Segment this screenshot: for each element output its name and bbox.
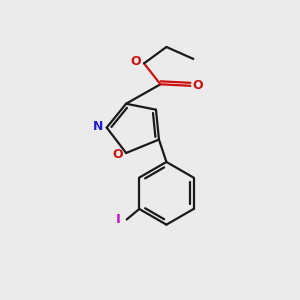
Text: O: O xyxy=(112,148,123,161)
Text: I: I xyxy=(115,213,120,226)
Text: N: N xyxy=(93,120,103,133)
Text: O: O xyxy=(193,79,203,92)
Text: O: O xyxy=(130,56,141,68)
